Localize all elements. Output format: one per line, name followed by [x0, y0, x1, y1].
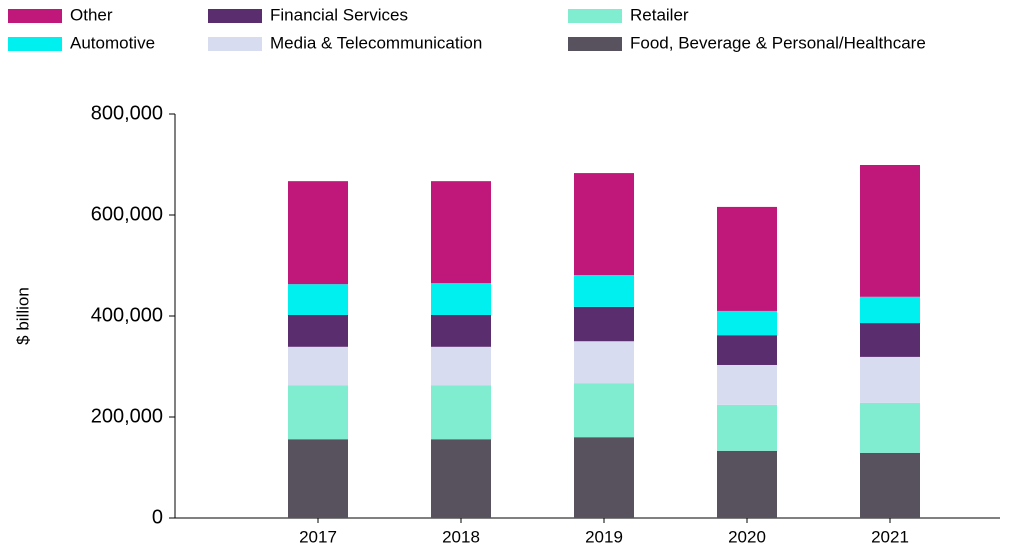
x-tick-label: 2017 [299, 527, 337, 546]
y-tick-label: 800,000 [91, 102, 163, 124]
bar-segment [431, 346, 491, 386]
legend-label: Automotive [70, 33, 155, 52]
bar-segment [860, 402, 920, 453]
bar-segment [574, 437, 634, 518]
bar-segment [288, 346, 348, 386]
bar-segment [574, 341, 634, 384]
bar-segment [717, 206, 777, 311]
bar-segment [431, 283, 491, 315]
bar-segment [288, 314, 348, 347]
bar-segment [717, 364, 777, 405]
bar-segment [288, 284, 348, 315]
bar-segment [574, 173, 634, 276]
y-tick-label: 600,000 [91, 203, 163, 225]
bar-segment [288, 385, 348, 440]
x-tick-label: 2019 [585, 527, 623, 546]
bar-segment [717, 404, 777, 451]
legend-swatch [568, 9, 622, 23]
legend-label: Food, Beverage & Personal/Healthcare [630, 33, 926, 52]
x-tick-label: 2018 [442, 527, 480, 546]
y-tick-label: 200,000 [91, 405, 163, 427]
bar-segment [574, 383, 634, 438]
legend-swatch [8, 9, 62, 23]
bar-segment [860, 296, 920, 324]
bar-segment [717, 335, 777, 365]
bar-segment [431, 439, 491, 518]
bar-segment [431, 181, 491, 284]
legend-swatch [568, 37, 622, 51]
legend-label: Retailer [630, 5, 689, 24]
bar-segment [431, 385, 491, 440]
bar-segment [574, 306, 634, 342]
bar-segment [860, 356, 920, 403]
bar-segment [431, 314, 491, 347]
legend-swatch [208, 9, 262, 23]
legend-swatch [8, 37, 62, 51]
bar-segment [860, 452, 920, 518]
bar-segment [717, 310, 777, 336]
x-tick-label: 2021 [871, 527, 909, 546]
y-axis-label: $ billion [13, 287, 32, 345]
y-tick-label: 400,000 [91, 304, 163, 326]
bar-segment [860, 165, 920, 297]
bar-segment [288, 439, 348, 518]
bar-segment [860, 323, 920, 357]
legend-label: Financial Services [270, 5, 408, 24]
legend-label: Other [70, 5, 113, 24]
x-tick-label: 2020 [728, 527, 766, 546]
legend-swatch [208, 37, 262, 51]
bar-segment [574, 275, 634, 307]
y-tick-label: 0 [152, 506, 163, 528]
bar-segment [717, 450, 777, 518]
bar-segment [288, 181, 348, 285]
legend-label: Media & Telecommunication [270, 33, 482, 52]
